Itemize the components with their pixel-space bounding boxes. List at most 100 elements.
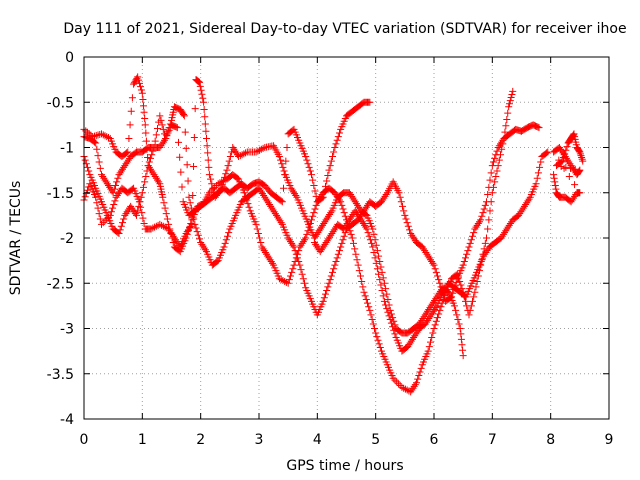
data-point xyxy=(201,120,209,128)
data-point xyxy=(498,138,506,146)
data-point xyxy=(516,210,524,218)
data-point xyxy=(213,258,221,266)
data-point xyxy=(275,275,283,283)
data-point xyxy=(494,162,502,170)
data-point xyxy=(310,209,318,217)
data-point xyxy=(355,203,363,211)
data-point xyxy=(279,277,287,285)
data-point xyxy=(181,128,189,136)
data-point xyxy=(312,232,320,240)
data-point xyxy=(194,231,202,239)
data-point xyxy=(242,149,250,157)
data-point xyxy=(312,192,320,200)
data-point xyxy=(174,239,182,247)
data-point xyxy=(480,205,488,213)
data-point xyxy=(434,272,441,280)
data-point xyxy=(436,279,444,287)
data-point xyxy=(120,215,128,223)
data-point xyxy=(365,232,373,240)
x-tick-label: 5 xyxy=(371,432,380,448)
data-point xyxy=(310,239,318,247)
data-point xyxy=(427,302,435,310)
data-point xyxy=(427,338,434,346)
data-point xyxy=(287,184,295,192)
data-point xyxy=(134,73,142,81)
data-point xyxy=(477,216,485,224)
data-point xyxy=(471,225,479,233)
data-point xyxy=(265,254,273,262)
data-point xyxy=(331,189,339,197)
data-point xyxy=(339,205,347,213)
tick-layer xyxy=(83,56,610,420)
data-point xyxy=(260,247,268,255)
data-point xyxy=(360,288,368,296)
data-point xyxy=(474,272,482,280)
data-point xyxy=(184,177,192,185)
data-point xyxy=(85,167,93,175)
data-point xyxy=(352,209,360,217)
data-point xyxy=(505,103,513,111)
data-point xyxy=(405,387,413,395)
data-point xyxy=(448,293,455,301)
data-point xyxy=(378,286,386,294)
data-point xyxy=(82,127,90,135)
data-point xyxy=(373,333,381,341)
data-point xyxy=(141,115,149,123)
data-point xyxy=(424,252,432,260)
data-point xyxy=(274,213,282,221)
data-point xyxy=(105,182,112,190)
data-point xyxy=(92,193,100,201)
data-point xyxy=(309,212,317,220)
data-point xyxy=(305,163,313,171)
data-point xyxy=(238,151,246,159)
data-point xyxy=(372,241,380,249)
y-tick-label: -0.5 xyxy=(47,95,74,111)
data-point xyxy=(374,336,382,344)
y-tick-label: -3.5 xyxy=(47,367,74,383)
data-point xyxy=(436,306,444,314)
data-point xyxy=(373,247,381,255)
data-point xyxy=(290,243,298,251)
data-point xyxy=(334,133,342,141)
data-point xyxy=(178,183,186,191)
data-point xyxy=(331,144,339,151)
data-point xyxy=(94,204,102,212)
data-point xyxy=(492,172,500,180)
data-point xyxy=(319,244,327,252)
data-point xyxy=(354,201,362,209)
data-point xyxy=(534,169,542,177)
data-point xyxy=(98,171,105,179)
data-point xyxy=(92,132,100,140)
data-point xyxy=(326,162,334,170)
data-point xyxy=(96,215,104,223)
data-point xyxy=(555,144,563,151)
data-point xyxy=(380,297,388,305)
data-point xyxy=(498,232,506,240)
data-point xyxy=(316,225,324,233)
data-point xyxy=(428,309,436,317)
data-point xyxy=(509,87,517,95)
data-point xyxy=(571,165,579,173)
data-point xyxy=(284,279,292,287)
data-point xyxy=(401,385,409,393)
data-point xyxy=(218,181,226,189)
data-point xyxy=(493,167,501,175)
data-point xyxy=(382,285,390,293)
data-point xyxy=(199,242,207,250)
data-point xyxy=(119,219,126,227)
data-point xyxy=(101,176,109,184)
data-point xyxy=(123,149,131,157)
data-point xyxy=(140,183,147,191)
data-point xyxy=(322,216,330,224)
data-point xyxy=(224,162,232,170)
data-point xyxy=(124,148,132,156)
data-point xyxy=(351,245,359,253)
data-point xyxy=(534,123,542,131)
data-point xyxy=(401,211,409,219)
data-point xyxy=(254,147,262,155)
data-point xyxy=(169,232,177,240)
data-point xyxy=(568,163,576,171)
data-point xyxy=(368,315,376,323)
data-point xyxy=(347,214,355,222)
data-point xyxy=(481,239,489,247)
